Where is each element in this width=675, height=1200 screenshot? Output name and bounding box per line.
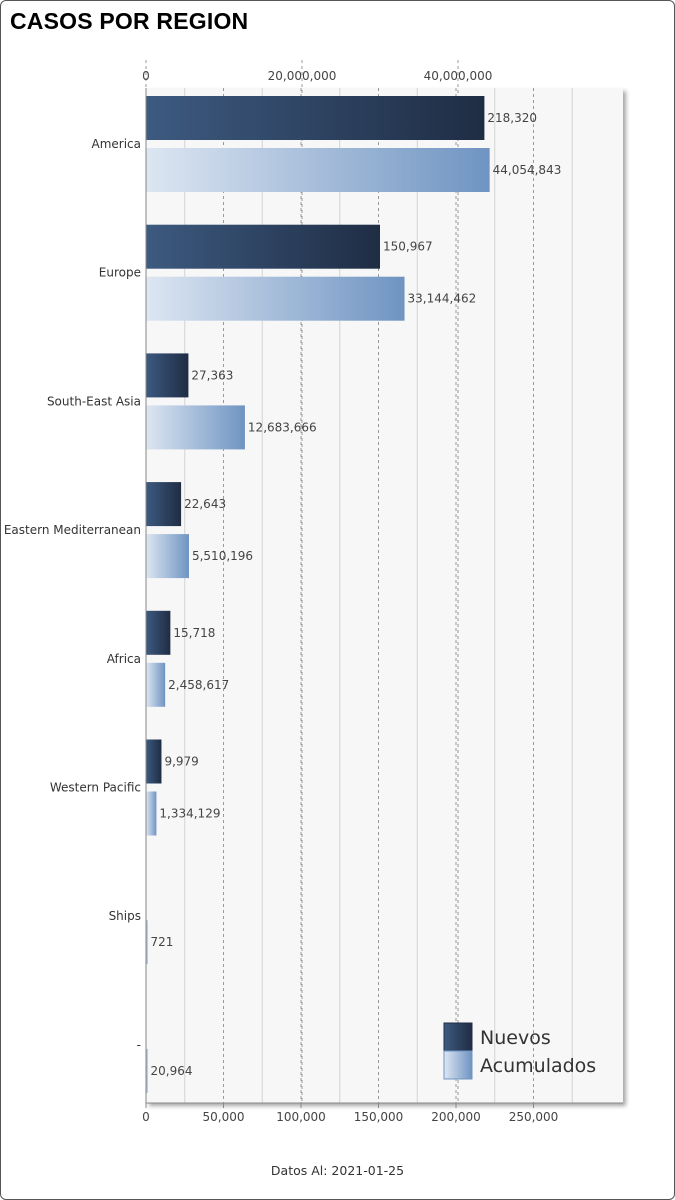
bottom-tick-label: 50,000 <box>203 1110 245 1124</box>
bar-acumulados-south-east-asia[interactable] <box>146 405 245 450</box>
legend-label-acumulados[interactable]: Acumulados <box>480 1055 596 1077</box>
label-nuevos-eastern-mediterranean: 22,643 <box>184 497 226 511</box>
bottom-tick-label: 250,000 <box>509 1110 559 1124</box>
label-nuevos-western-pacific: 9,979 <box>164 755 198 769</box>
category-label-western-pacific: Western Pacific <box>50 781 141 795</box>
label-nuevos-africa: 15,718 <box>173 626 215 640</box>
label-acumulados-america: 44,054,843 <box>493 163 562 177</box>
category-label-europe: Europe <box>99 266 141 280</box>
label-acumulados-europe: 33,144,462 <box>408 292 477 306</box>
label-nuevos-south-east-asia: 27,363 <box>191 368 233 382</box>
category-label-unnamed: - <box>137 1038 141 1052</box>
bar-acumulados-ships[interactable] <box>146 920 148 965</box>
label-acumulados-ships: 721 <box>151 935 174 949</box>
top-tick-label: 0 <box>142 69 150 83</box>
bottom-tick-label: 150,000 <box>354 1110 404 1124</box>
label-nuevos-america: 218,320 <box>487 111 537 125</box>
bar-nuevos-europe[interactable] <box>146 224 380 269</box>
legend-label-nuevos[interactable]: Nuevos <box>480 1027 551 1049</box>
label-acumulados-western-pacific: 1,334,129 <box>159 807 220 821</box>
category-label-south-east-asia: South-East Asia <box>47 394 141 408</box>
category-label-africa: Africa <box>107 652 141 666</box>
data-date-footer: Datos Al: 2021-01-25 <box>270 1163 405 1178</box>
bar-acumulados-western-pacific[interactable] <box>146 791 157 836</box>
label-acumulados-africa: 2,458,617 <box>168 678 229 692</box>
top-tick-label: 20,000,000 <box>268 69 337 83</box>
label-acumulados-unnamed: 20,964 <box>151 1064 193 1078</box>
top-tick-label: 40,000,000 <box>424 69 493 83</box>
label-nuevos-europe: 150,967 <box>383 240 433 254</box>
legend-swatch-nuevos[interactable] <box>443 1022 473 1052</box>
page-title: CASOS POR REGION <box>10 8 249 34</box>
legend-swatch-acumulados[interactable] <box>443 1050 473 1080</box>
bar-acumulados-eastern-mediterranean[interactable] <box>146 534 189 579</box>
bar-nuevos-south-east-asia[interactable] <box>146 353 189 398</box>
bar-nuevos-eastern-mediterranean[interactable] <box>146 482 182 527</box>
bar-nuevos-africa[interactable] <box>146 610 171 655</box>
category-label-america: America <box>92 137 142 151</box>
category-label-ships: Ships <box>109 909 141 923</box>
bar-acumulados-europe[interactable] <box>146 276 405 321</box>
category-label-eastern-mediterranean: Eastern Mediterranean <box>4 523 141 537</box>
label-acumulados-south-east-asia: 12,683,666 <box>248 420 317 434</box>
bottom-tick-label: 200,000 <box>431 1110 481 1124</box>
bar-acumulados-america[interactable] <box>146 148 490 192</box>
bar-nuevos-america[interactable] <box>146 96 485 140</box>
bottom-tick-label: 0 <box>142 1110 150 1124</box>
bar-nuevos-western-pacific[interactable] <box>146 739 162 784</box>
bar-acumulados-unnamed[interactable] <box>146 1048 148 1093</box>
bottom-tick-label: 100,000 <box>276 1110 326 1124</box>
bar-acumulados-africa[interactable] <box>146 662 166 707</box>
label-acumulados-eastern-mediterranean: 5,510,196 <box>192 549 253 563</box>
